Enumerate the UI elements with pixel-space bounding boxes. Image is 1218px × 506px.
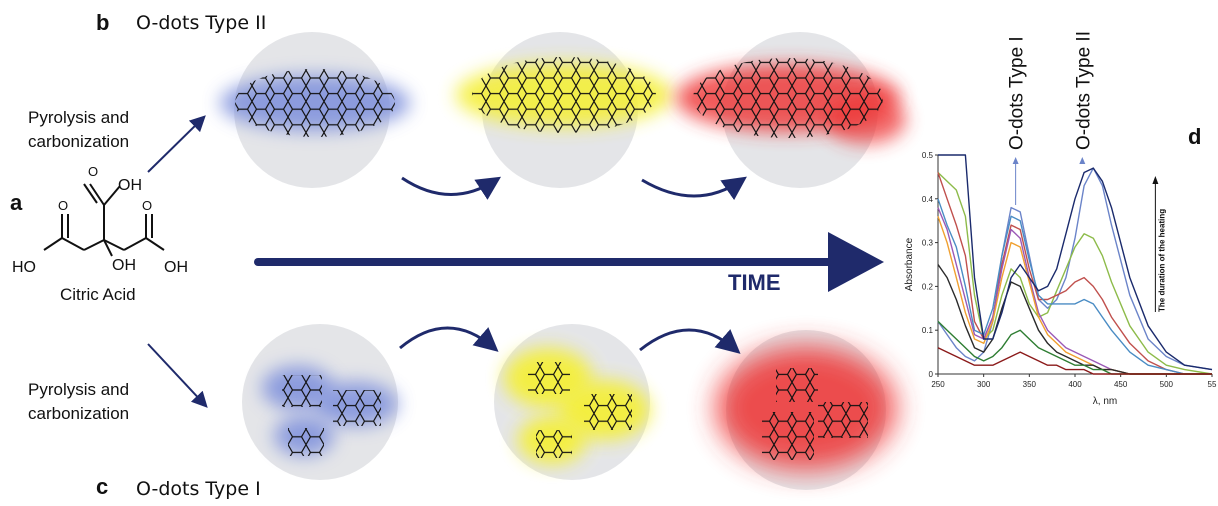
- type-ii-title: O-dots Type II: [136, 12, 267, 34]
- x-tick-label: 400: [1068, 380, 1082, 389]
- small-sheet-yellow-3: [536, 430, 572, 458]
- heating-label: The duration of the heating: [1157, 209, 1166, 312]
- panel-letter-c: c: [96, 474, 109, 499]
- y-tick-label: 0.3: [922, 239, 934, 248]
- top-process-label: Pyrolysis and carbonization: [28, 106, 129, 154]
- y-tick-label: 0.1: [922, 326, 934, 335]
- y-tick-label: 0.5: [922, 151, 934, 160]
- y-tick-label: 0.2: [922, 282, 934, 291]
- graphene-sheet-blue: [235, 69, 395, 137]
- series-line-1: [937, 167, 1213, 371]
- graphene-sheet-red: [693, 58, 883, 138]
- top-process-line-1: Pyrolysis and: [28, 108, 130, 127]
- curved-arrow-bottom-2: [639, 328, 741, 354]
- oh-center: OH: [112, 257, 136, 274]
- series-line-9: [937, 347, 1212, 375]
- cooh-oh-top: OH: [118, 177, 142, 194]
- series-line-5: [937, 207, 1212, 375]
- arrow-to-type-i: [147, 343, 208, 408]
- o-left: O: [58, 198, 68, 213]
- chart-annotations: O-dots Type I O-dots Type II The duration …: [1007, 31, 1166, 312]
- time-arrow-head: [828, 232, 884, 292]
- x-tick-label: 55: [1208, 380, 1217, 389]
- x-tick-label: 450: [1114, 380, 1128, 389]
- small-sheet-red-1: [776, 368, 818, 402]
- bottom-process-line-2: carbonization: [28, 404, 130, 423]
- small-sheet-yellow-2: [584, 394, 632, 430]
- cooh-oh-right: OH: [164, 259, 188, 276]
- curved-arrow-bottom-1: [399, 326, 499, 352]
- cooh-o: O: [88, 164, 98, 179]
- annotation-type-ii: O-dots Type II: [1073, 31, 1094, 150]
- small-sheet-red-3: [762, 412, 814, 460]
- series-line-10: [938, 154, 1213, 371]
- x-tick-label: 300: [977, 380, 991, 389]
- annotation-type-i: O-dots Type I: [1007, 36, 1028, 150]
- x-tick-label: 500: [1160, 380, 1174, 389]
- annotation-arrowhead-i: [1012, 157, 1019, 164]
- x-axis-label: λ, nm: [1093, 396, 1117, 407]
- chart-series: [937, 154, 1213, 375]
- red-glow-i: [716, 346, 896, 470]
- time-label: TIME: [728, 270, 781, 295]
- bottom-process-label: Pyrolysis and carbonization: [28, 378, 129, 426]
- top-process-line-2: carbonization: [28, 132, 130, 151]
- x-tick-label: 350: [1023, 380, 1037, 389]
- y-axis-label: Absorbance: [904, 237, 915, 291]
- small-sheet-red-2: [818, 402, 868, 438]
- curved-arrow-top-2: [641, 176, 747, 201]
- panel-letter-b: b: [96, 10, 110, 35]
- series-line-4: [937, 198, 1212, 375]
- annotation-arrowhead-ii: [1079, 157, 1086, 164]
- series-line-2: [937, 171, 1213, 375]
- arrow-to-type-ii: [147, 115, 206, 173]
- curved-arrow-top-1: [401, 176, 502, 200]
- o-right: O: [142, 198, 152, 213]
- small-sheet-yellow-1: [528, 362, 570, 394]
- heating-arrowhead: [1152, 176, 1159, 184]
- small-sheet-blue-3: [288, 428, 324, 456]
- graphene-sheet-yellow: [472, 57, 656, 133]
- absorbance-chart: 0 0.1 0.2 0.3 0.4 0.5 250 300 350 400 450 500 55 λ, n…: [904, 31, 1217, 407]
- bottom-process-line-1: Pyrolysis and: [28, 380, 130, 399]
- panel-letter-a: a: [10, 190, 23, 215]
- x-tick-label: 250: [931, 380, 945, 389]
- y-tick-label: 0.4: [922, 195, 934, 204]
- small-sheet-blue-1: [282, 375, 322, 407]
- series-line-3: [937, 172, 1212, 375]
- type-i-title: O-dots Type I: [136, 478, 261, 500]
- molecule-name: Citric Acid: [60, 285, 136, 304]
- small-sheet-blue-2: [333, 390, 381, 426]
- cooh-ho-left: HO: [12, 259, 36, 276]
- y-tick-label: 0: [929, 370, 934, 379]
- citric-acid-structure: [43, 183, 165, 257]
- chart-axes: 0 0.1 0.2 0.3 0.4 0.5 250 300 350 400 450 500 55 λ, n…: [904, 151, 1217, 407]
- panel-letter-d: d: [1188, 124, 1202, 149]
